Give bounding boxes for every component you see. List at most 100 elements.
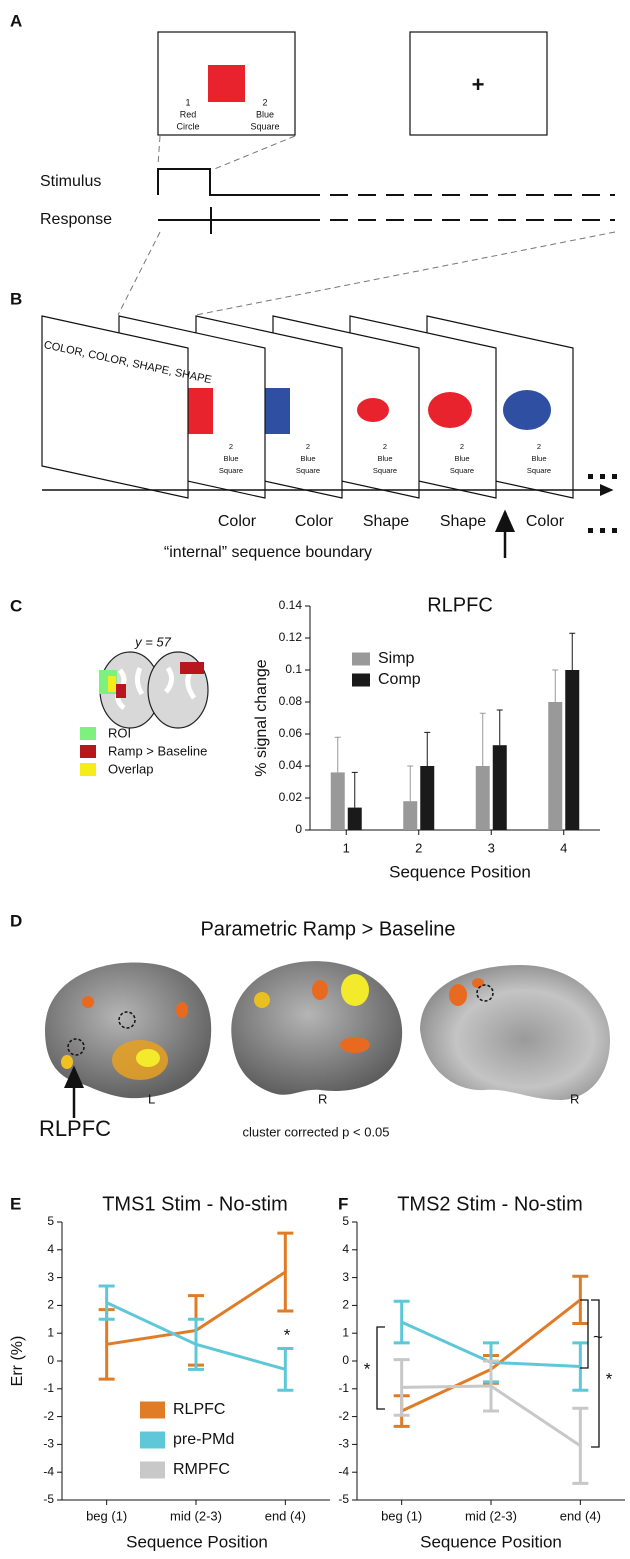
x-tick-label: 3 — [488, 840, 495, 855]
x-tick-label: mid (2-3) — [465, 1508, 517, 1523]
y-tick-label: -2 — [43, 1409, 54, 1423]
error-bar — [393, 1299, 410, 1345]
choice-text: Square — [250, 121, 279, 131]
panel-label: F — [338, 1194, 348, 1213]
x-axis-label: Sequence Position — [126, 1532, 268, 1551]
y-tick-label: -1 — [43, 1381, 54, 1395]
ellipsis-dot — [612, 474, 617, 479]
choice-text: Blue — [531, 454, 546, 463]
roi-outline — [476, 984, 494, 1002]
panel-label: E — [10, 1194, 21, 1213]
choice-text: 2 — [262, 97, 267, 107]
bar — [347, 807, 362, 830]
trial-label: Shape — [363, 513, 409, 530]
activation — [472, 978, 484, 988]
choice-text: Blue — [454, 454, 469, 463]
y-tick-label: 1 — [47, 1325, 54, 1339]
error-bar — [407, 765, 414, 802]
brain-right-medial — [420, 965, 610, 1100]
choice-text: Blue — [377, 454, 392, 463]
choice-text: 2 — [306, 442, 310, 451]
chart-title: TMS1 Stim - No-stim — [102, 1193, 288, 1215]
choice-text: Blue — [223, 454, 238, 463]
y-tick-label: 1 — [342, 1325, 349, 1339]
y-tick-label: 5 — [342, 1214, 349, 1228]
choice-text: 2 — [383, 442, 387, 451]
y-tick-label: -4 — [338, 1464, 349, 1478]
legend-label: RMPFC — [173, 1461, 230, 1478]
card: COLOR, COLOR, SHAPE, SHAPE — [41, 315, 213, 499]
x-tick-label: beg (1) — [86, 1508, 127, 1523]
error-bar — [483, 1359, 499, 1413]
region-label: RLPFC — [39, 1116, 111, 1141]
x-tick-label: beg (1) — [381, 1508, 422, 1523]
timeline-label: Stimulus — [40, 173, 101, 190]
overlap-blob — [108, 676, 116, 692]
hemisphere-label: L — [148, 1091, 155, 1106]
choice-text: Square — [373, 466, 397, 475]
card-face — [41, 315, 189, 499]
legend-swatch — [80, 727, 96, 740]
y-axis-label: Err (%) — [9, 1336, 26, 1387]
error-bar — [572, 1406, 589, 1485]
choice-text: 2 — [460, 442, 464, 451]
y-tick-label: 0 — [47, 1353, 54, 1367]
x-tick-label: 4 — [560, 840, 567, 855]
y-tick-label: -4 — [43, 1464, 54, 1478]
panel-label: A — [10, 11, 22, 30]
annotation: * — [284, 1325, 291, 1344]
error-bar — [277, 1346, 294, 1392]
legend-label: pre-PMd — [173, 1431, 234, 1448]
chart: RLPFC Sequence Position % signal change 0 0.… — [253, 594, 600, 881]
choice-text: Square — [527, 466, 551, 475]
y-tick-label: 0.12 — [279, 630, 303, 644]
legend-swatch — [140, 1401, 165, 1419]
y-tick-label: 0.06 — [279, 726, 303, 740]
legend-label: Ramp > Baseline — [108, 743, 207, 758]
x-axis-label: Sequence Position — [389, 862, 531, 881]
activation — [136, 1049, 160, 1067]
ellipsis-dot — [600, 528, 605, 533]
fixation: + — [472, 72, 485, 97]
hemisphere-label: R — [318, 1091, 327, 1106]
legend-label: Overlap — [108, 761, 154, 776]
annotation: * — [364, 1359, 371, 1378]
panel-title: Parametric Ramp > Baseline — [200, 918, 455, 940]
bar — [492, 745, 507, 830]
choice-text: Square — [296, 466, 320, 475]
coronal-brain — [99, 651, 209, 729]
y-tick-label: 3 — [47, 1270, 54, 1284]
y-tick-label: 4 — [47, 1242, 54, 1256]
y-tick-label: 0.02 — [279, 790, 303, 804]
error-bar — [393, 1358, 410, 1417]
legend-swatch — [80, 763, 96, 776]
bar — [548, 702, 563, 830]
choice-text: Red — [180, 109, 197, 119]
y-tick-label: 2 — [47, 1298, 54, 1312]
error-bar — [496, 709, 503, 746]
stimulus-square — [208, 65, 245, 102]
panel-label: C — [10, 596, 22, 615]
trial-label: Color — [218, 513, 257, 530]
stimulus-shape — [503, 390, 551, 430]
x-tick-label: 1 — [343, 840, 350, 855]
threshold-note: cluster corrected p < 0.05 — [242, 1124, 389, 1139]
significance-bracket — [591, 1299, 600, 1448]
ellipsis-dot — [600, 474, 605, 479]
activation — [61, 1055, 73, 1069]
activation — [341, 974, 369, 1006]
y-tick-label: -3 — [338, 1437, 349, 1451]
brain-left-lateral — [45, 962, 212, 1099]
annotation: * — [606, 1369, 613, 1388]
y-tick-label: 0 — [342, 1353, 349, 1367]
activation — [176, 1002, 188, 1018]
chart-title: TMS2 Stim - No-stim — [397, 1193, 583, 1215]
panel-label: D — [10, 911, 22, 930]
legend-swatch — [140, 1431, 165, 1449]
error-bar — [188, 1317, 204, 1371]
choice-text: Blue — [300, 454, 315, 463]
legend-swatch — [352, 673, 370, 687]
error-bar — [572, 1341, 589, 1392]
